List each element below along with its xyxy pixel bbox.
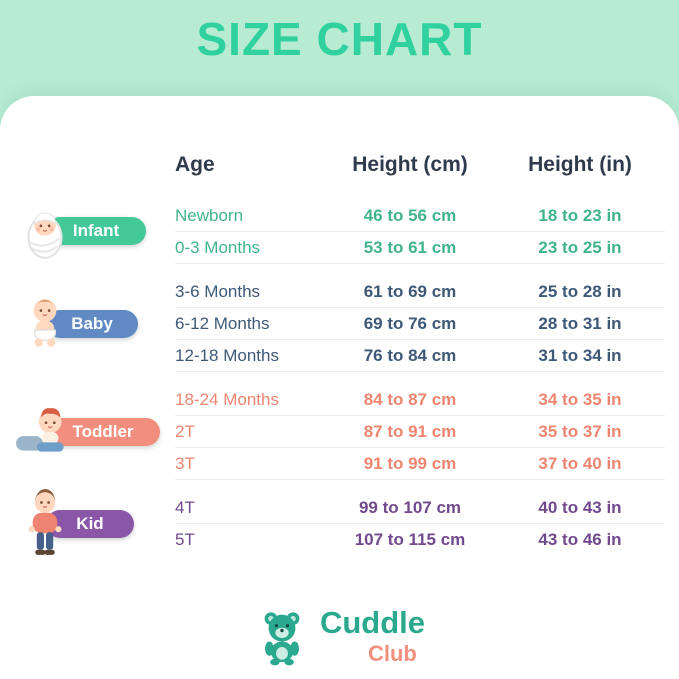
table-row: 18-24 Months 84 to 87 cm 34 to 35 in — [175, 384, 665, 416]
standing-kid-illustration — [28, 489, 62, 555]
height-cm-cell: 99 to 107 cm — [358, 497, 462, 517]
toddler-pill: Toddler — [46, 418, 160, 446]
height-cm-cell: 76 to 84 cm — [363, 345, 457, 365]
height-cm-cell: 87 to 91 cm — [363, 421, 457, 441]
group-infant-rows: Newborn 46 to 56 cm 18 to 23 in 0-3 Mont… — [175, 200, 665, 264]
height-in-cell: 34 to 35 in — [538, 389, 622, 409]
brand-name: Cuddle Club — [320, 605, 425, 667]
kid-pill: Kid — [46, 510, 134, 538]
page-title: SIZE CHART — [196, 13, 483, 65]
age-cell: 2T — [175, 421, 195, 441]
toddler-with-pillow-illustration — [16, 408, 64, 452]
col-header-height-in: Height (in) — [528, 153, 632, 176]
height-in-cell: 43 to 46 in — [538, 529, 622, 549]
table-row: 3T 91 to 99 cm 37 to 40 in — [175, 448, 665, 480]
height-in-cell: 25 to 28 in — [538, 281, 622, 301]
height-in-cell: 23 to 25 in — [538, 237, 622, 257]
infant-pill: Infant — [46, 217, 146, 245]
group-toddler-rows: 18-24 Months 84 to 87 cm 34 to 35 in 2T … — [175, 384, 665, 480]
table-row: 2T 87 to 91 cm 35 to 37 in — [175, 416, 665, 448]
crawling-baby-illustration — [33, 299, 57, 347]
chart-card — [0, 96, 679, 679]
height-cm-cell: 69 to 76 cm — [363, 313, 457, 333]
height-cm-cell: 107 to 115 cm — [354, 529, 466, 549]
age-cell: 3T — [175, 453, 195, 473]
height-in-cell: 28 to 31 in — [538, 313, 622, 333]
height-cm-cell: 46 to 56 cm — [363, 205, 457, 225]
age-cell: 4T — [175, 497, 195, 517]
col-header-age: Age — [175, 153, 215, 176]
age-cell: 6-12 Months — [175, 313, 270, 333]
brand-name-club: Club — [367, 641, 417, 666]
table-row: 5T 107 to 115 cm 43 to 46 in — [175, 524, 665, 555]
table-row: 6-12 Months 69 to 76 cm 28 to 31 in — [175, 308, 665, 340]
table-row: Newborn 46 to 56 cm 18 to 23 in — [175, 200, 665, 232]
brand-name-cuddle: Cuddle — [319, 605, 426, 640]
group-kid-rows: 4T 99 to 107 cm 40 to 43 in 5T 107 to 11… — [175, 492, 665, 555]
age-cell: 0-3 Months — [175, 237, 261, 257]
table-row: 0-3 Months 53 to 61 cm 23 to 25 in — [175, 232, 665, 264]
table-row: 12-18 Months 76 to 84 cm 31 to 34 in — [175, 340, 665, 372]
height-in-cell: 35 to 37 in — [538, 421, 622, 441]
age-cell: 3-6 Months — [175, 281, 261, 301]
height-in-cell: 37 to 40 in — [538, 453, 622, 473]
height-in-cell: 40 to 43 in — [538, 497, 622, 517]
age-cell: 18-24 Months — [175, 389, 279, 409]
teddy-bear-icon — [264, 612, 300, 666]
size-table: Newborn 46 to 56 cm 18 to 23 in 0-3 Mont… — [175, 200, 665, 567]
height-cm-cell: 61 to 69 cm — [363, 281, 457, 301]
height-in-cell: 31 to 34 in — [538, 345, 622, 365]
age-cell: Newborn — [175, 205, 244, 225]
baby-pill: Baby — [46, 310, 138, 338]
col-header-height-cm: Height (cm) — [352, 153, 468, 176]
table-row: 3-6 Months 61 to 69 cm 25 to 28 in — [175, 276, 665, 308]
table-header: Age Height (cm) Height (in) — [175, 150, 665, 180]
height-cm-cell: 84 to 87 cm — [363, 389, 457, 409]
height-cm-cell: 53 to 61 cm — [363, 237, 457, 257]
swaddled-infant-illustration — [27, 212, 63, 259]
height-in-cell: 18 to 23 in — [538, 205, 622, 225]
age-cell: 5T — [175, 529, 195, 549]
height-cm-cell: 91 to 99 cm — [363, 453, 457, 473]
brand-logo: Cuddle Club — [0, 605, 679, 667]
group-baby-rows: 3-6 Months 61 to 69 cm 25 to 28 in 6-12 … — [175, 276, 665, 372]
table-row: 4T 99 to 107 cm 40 to 43 in — [175, 492, 665, 524]
age-cell: 12-18 Months — [175, 345, 279, 365]
